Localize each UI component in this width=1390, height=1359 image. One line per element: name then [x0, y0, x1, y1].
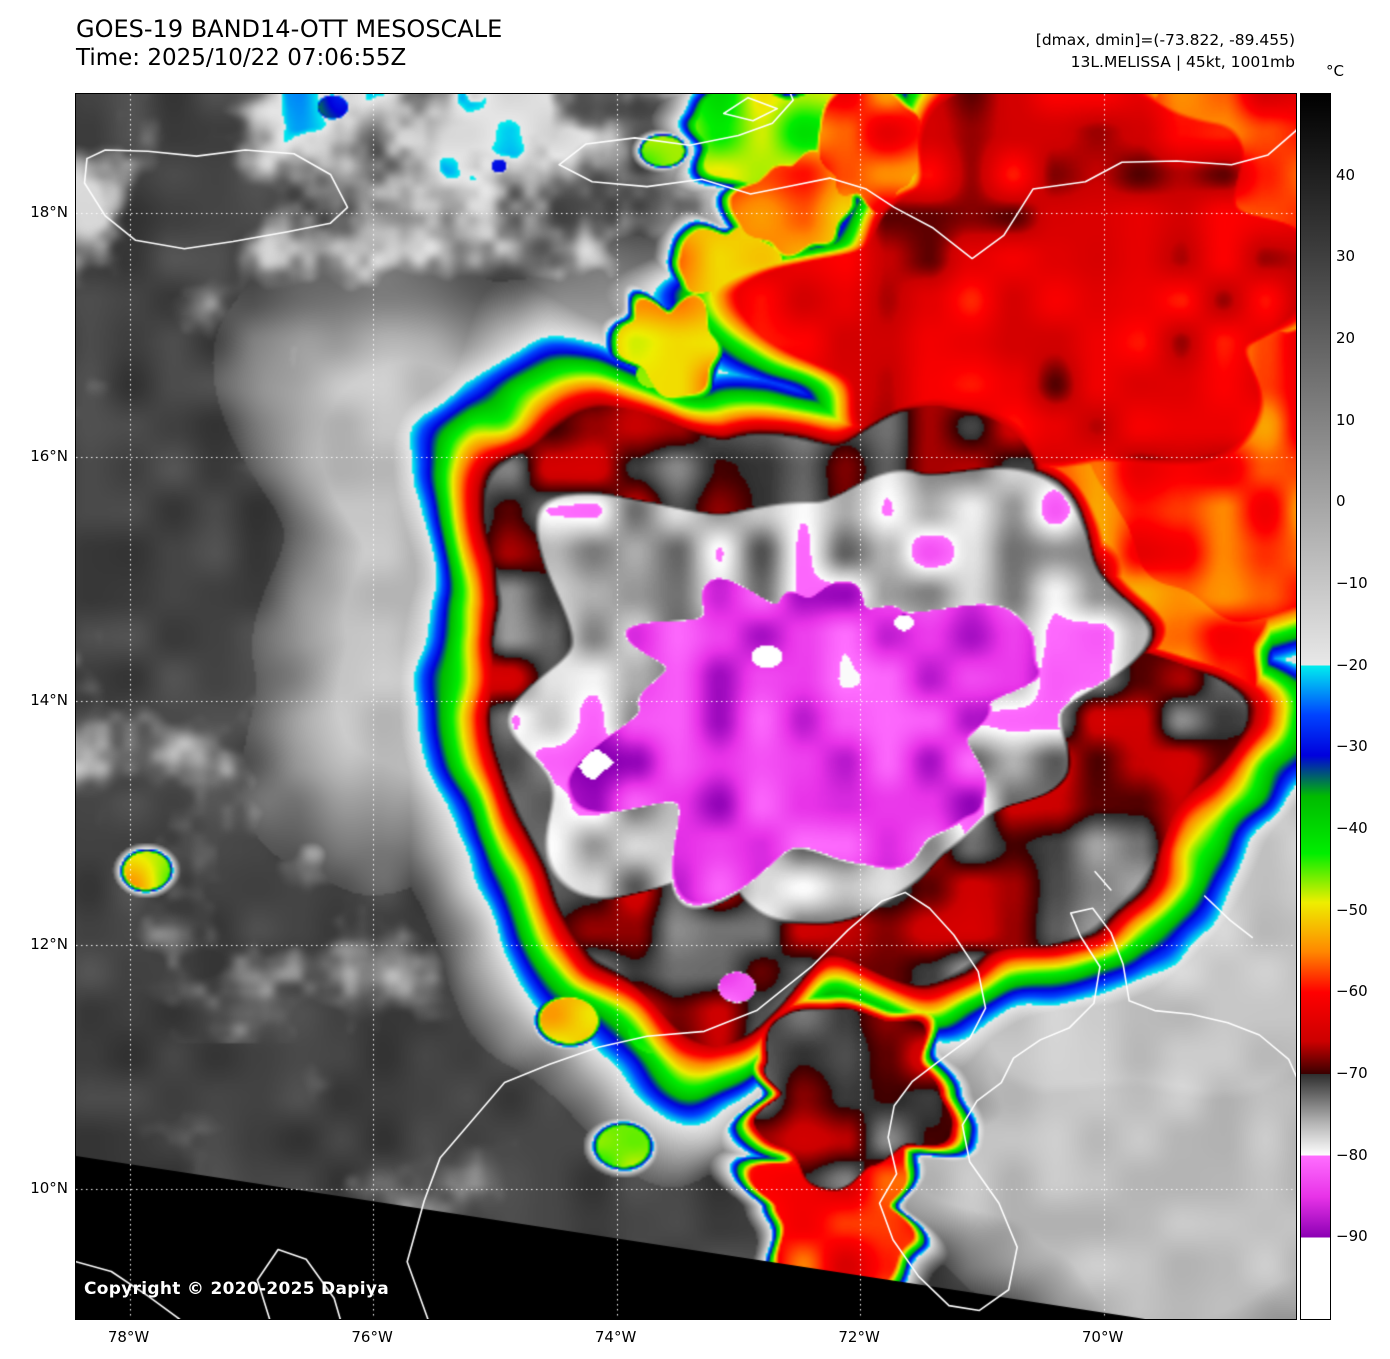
colorbar-tick-label: 10 — [1336, 410, 1356, 429]
colorbar — [1300, 93, 1331, 1320]
colorbar-tick-label: 0 — [1336, 492, 1346, 511]
satellite-imagery-canvas — [76, 94, 1296, 1319]
lat-tick-label: 14°N — [30, 691, 68, 709]
colorbar-tick-label: −70 — [1336, 1064, 1368, 1082]
lat-tick-label: 18°N — [30, 203, 68, 222]
annotation-block: [dmax, dmin]=(-73.822, -89.455) 13L.MELI… — [1036, 30, 1295, 73]
colorbar-tick-label: 30 — [1336, 247, 1356, 266]
lat-tick-label: 16°N — [30, 447, 68, 466]
storm-info: 13L.MELISSA | 45kt, 1001mb — [1070, 52, 1295, 71]
timestamp: Time: 2025/10/22 07:06:55Z — [76, 45, 407, 71]
colorbar-tick-label: 20 — [1336, 329, 1356, 347]
colorbar-tick-label: −50 — [1336, 900, 1368, 919]
lon-tick-label: 72°W — [838, 1328, 880, 1346]
copyright-text: Copyright © 2020-2025 Dapiya — [84, 1279, 389, 1299]
colorbar-tick-label: −90 — [1336, 1227, 1368, 1246]
title-block: GOES-19 BAND14-OTT MESOSCALE Time: 2025/… — [76, 14, 502, 73]
colorbar-tick-label: −80 — [1336, 1145, 1368, 1164]
colorbar-tick-label: −20 — [1336, 655, 1368, 674]
lat-tick-label: 10°N — [30, 1178, 68, 1197]
lon-tick-label: 78°W — [107, 1328, 150, 1346]
page-title: GOES-19 BAND14-OTT MESOSCALE — [76, 15, 503, 43]
satellite-map: Copyright © 2020-2025 Dapiya — [75, 93, 1297, 1320]
lon-tick-label: 76°W — [351, 1328, 393, 1346]
colorbar-tick-label: −40 — [1336, 819, 1368, 837]
lon-tick-label: 74°W — [594, 1328, 637, 1346]
colorbar-tick-label: −30 — [1336, 737, 1368, 756]
colorbar-tick-label: 40 — [1336, 165, 1356, 184]
colorbar-tick-label: −10 — [1336, 574, 1368, 592]
lon-tick-label: 70°W — [1081, 1328, 1124, 1346]
colorbar-tick-label: −60 — [1336, 982, 1368, 1001]
lat-tick-label: 12°N — [30, 934, 68, 953]
dmax-dmin-readout: [dmax, dmin]=(-73.822, -89.455) — [1035, 31, 1295, 49]
colorbar-unit-label: °C — [1326, 62, 1344, 80]
